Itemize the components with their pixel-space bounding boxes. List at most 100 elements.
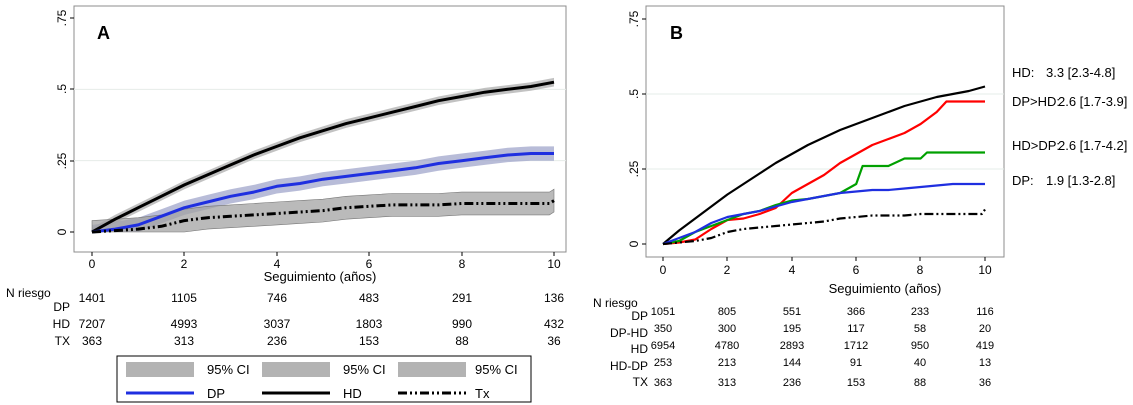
panel-b-annotations: HD: 3.3 [2.3-4.8] DP>HD: 2.6 [1.7-3.9] H… bbox=[1012, 65, 1127, 188]
annotation-name: HD: bbox=[1012, 65, 1034, 80]
x-tick-label: 0 bbox=[660, 263, 667, 277]
risk-cell: 153 bbox=[359, 334, 379, 348]
risk-cell: 950 bbox=[911, 340, 929, 352]
x-tick-label: 2 bbox=[181, 257, 188, 271]
risk-row-label: HD bbox=[631, 342, 649, 356]
y-tick-label: .75 bbox=[627, 10, 641, 27]
x-axis-label: Seguimiento (años) bbox=[264, 269, 377, 284]
annotation-name: HD>DP: bbox=[1012, 138, 1060, 153]
risk-cell: 300 bbox=[718, 323, 736, 335]
series-line-dp bbox=[662, 182, 985, 246]
x-tick-label: 8 bbox=[459, 257, 466, 271]
risk-cell: 1712 bbox=[844, 340, 868, 352]
x-tick-label: 0 bbox=[89, 257, 96, 271]
legend-line-label: Tx bbox=[475, 386, 490, 401]
risk-cell: 13 bbox=[979, 357, 991, 369]
x-tick-label: 4 bbox=[789, 263, 796, 277]
y-tick-label: .25 bbox=[55, 152, 69, 169]
panel-a-y-axis: 0 .25 .5 .75 bbox=[55, 9, 74, 235]
annotation-value: 2.6 [1.7-4.2] bbox=[1058, 138, 1127, 153]
risk-cell: 419 bbox=[976, 340, 994, 352]
risk-cell: 236 bbox=[267, 334, 287, 348]
x-tick-label: 10 bbox=[978, 263, 992, 277]
series-line-hd bbox=[662, 85, 986, 245]
panel-b-risk-table: N riesgo DP DP-HD HD HD-DP TX 1051 805 5… bbox=[593, 296, 994, 389]
legend-ci-swatch bbox=[126, 362, 194, 377]
panel-b: B 0 .25 .5 .75 0 2 4 6 8 10 Seguimiento … bbox=[593, 5, 1127, 389]
legend-ci-label: 95% CI bbox=[207, 362, 250, 377]
risk-cell: 136 bbox=[544, 291, 564, 305]
risk-cell: 483 bbox=[359, 291, 379, 305]
legend-ci-label: 95% CI bbox=[475, 362, 518, 377]
risk-cell: 3037 bbox=[264, 317, 291, 331]
y-tick-label: .75 bbox=[55, 9, 69, 26]
risk-cell: 91 bbox=[850, 357, 862, 369]
risk-cell: 366 bbox=[847, 306, 865, 318]
series-line-dp bbox=[91, 152, 554, 234]
x-tick-label: 8 bbox=[917, 263, 924, 277]
x-tick-label: 6 bbox=[366, 257, 373, 271]
risk-row-label: TX bbox=[55, 334, 70, 348]
risk-cell: 432 bbox=[544, 317, 564, 331]
risk-row-label: DP-HD bbox=[610, 326, 648, 340]
risk-cell: 990 bbox=[452, 317, 472, 331]
risk-cell: 291 bbox=[452, 291, 472, 305]
risk-table-title: N riesgo bbox=[593, 296, 638, 310]
x-tick-label: 2 bbox=[724, 263, 731, 277]
risk-cell: 1105 bbox=[171, 291, 197, 305]
panel-b-grid bbox=[646, 93, 1004, 170]
y-tick-label: .25 bbox=[627, 160, 641, 177]
legend-line-label: HD bbox=[343, 386, 362, 401]
panel-a-letter: A bbox=[97, 23, 110, 43]
risk-cell: 88 bbox=[914, 377, 926, 389]
series-line-dp-hd bbox=[662, 100, 985, 246]
y-tick-label: .5 bbox=[627, 89, 641, 99]
y-tick-label: 0 bbox=[627, 240, 641, 247]
panel-b-x-axis: 0 2 4 6 8 10 Seguimiento (años) bbox=[660, 257, 992, 296]
series-line-tx bbox=[662, 208, 986, 246]
risk-cell: 363 bbox=[654, 377, 672, 389]
panel-a-lines bbox=[91, 80, 555, 234]
risk-cell: 144 bbox=[783, 357, 801, 369]
ci-band-dp bbox=[92, 146, 554, 232]
panel-b-plot-area bbox=[645, 5, 1005, 258]
risk-cell: 36 bbox=[979, 377, 991, 389]
legend-ci-swatch bbox=[398, 362, 466, 377]
y-tick-label: .5 bbox=[55, 84, 69, 94]
risk-cell: 40 bbox=[914, 357, 926, 369]
risk-cell: 233 bbox=[911, 306, 929, 318]
risk-cell: 117 bbox=[847, 323, 865, 335]
legend-line-label: DP bbox=[207, 386, 225, 401]
annotation-name: DP>HD: bbox=[1012, 94, 1060, 109]
risk-cell: 6954 bbox=[651, 340, 675, 352]
panel-b-lines bbox=[662, 85, 986, 246]
risk-cell: 1803 bbox=[356, 317, 383, 331]
risk-row-label: DP bbox=[53, 300, 70, 314]
risk-cell: 313 bbox=[718, 377, 736, 389]
risk-cell: 4780 bbox=[715, 340, 739, 352]
annotation-name: DP: bbox=[1012, 173, 1034, 188]
risk-cell: 58 bbox=[914, 323, 926, 335]
risk-cell: 153 bbox=[847, 377, 865, 389]
x-tick-label: 4 bbox=[274, 257, 281, 271]
x-axis-label: Seguimiento (años) bbox=[829, 281, 942, 296]
y-tick-label: 0 bbox=[55, 228, 69, 235]
risk-cell: 551 bbox=[783, 306, 801, 318]
panel-a-x-axis: 0 2 4 6 8 10 Seguimiento (años) bbox=[89, 252, 561, 284]
annotation-value: 2.6 [1.7-3.9] bbox=[1058, 94, 1127, 109]
annotation-value: 1.9 [1.3-2.8] bbox=[1046, 173, 1115, 188]
panel-a: A 0 .25 .5 .75 0 2 4 6 8 10 Seguimien bbox=[6, 5, 567, 403]
risk-cell: 805 bbox=[718, 306, 736, 318]
risk-cell: 2893 bbox=[780, 340, 804, 352]
series-line-hd bbox=[91, 80, 555, 234]
risk-cell: 116 bbox=[976, 306, 994, 318]
risk-cell: 746 bbox=[267, 291, 287, 305]
risk-cell: 4993 bbox=[171, 317, 198, 331]
risk-cell: 1051 bbox=[651, 306, 675, 318]
panel-a-legend: 95% CI 95% CI 95% CI DP HD Tx bbox=[116, 355, 532, 403]
panel-b-letter: B bbox=[670, 23, 683, 43]
risk-cell: 236 bbox=[783, 377, 801, 389]
ci-band-hd bbox=[92, 77, 554, 233]
risk-cell: 88 bbox=[455, 334, 469, 348]
panel-a-risk-table: N riesgo DP HD TX 1401 1105 746 483 291 … bbox=[6, 286, 564, 348]
